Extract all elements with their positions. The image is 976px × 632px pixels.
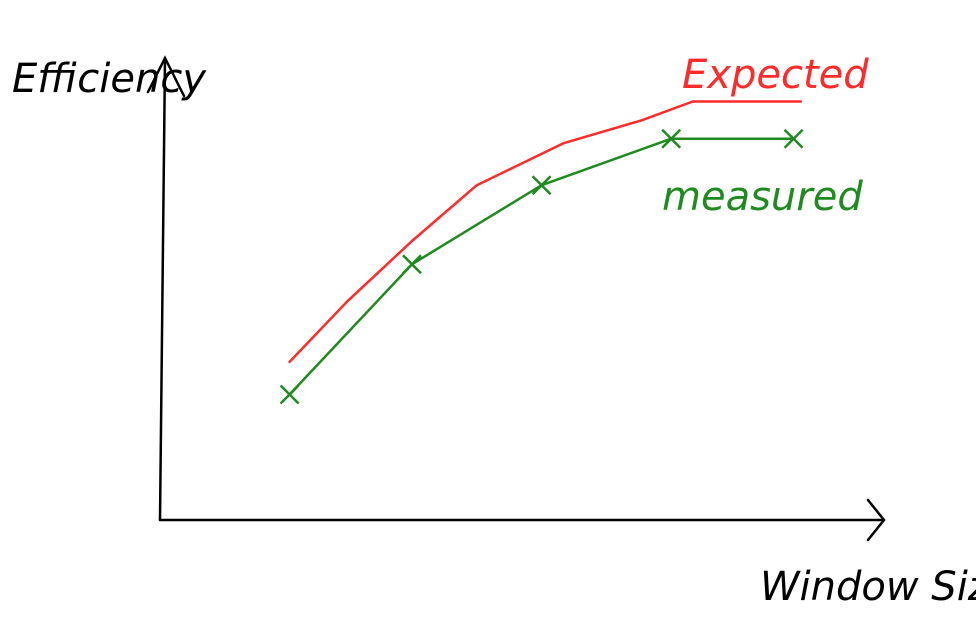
y-axis-label: Efficiency xyxy=(12,56,207,102)
x-axis-label: Window Size xyxy=(760,564,976,610)
y-axis-arrow xyxy=(146,55,186,98)
data-point xyxy=(402,254,422,275)
series-label: measured xyxy=(662,174,863,220)
y-axis xyxy=(158,56,167,522)
data-point xyxy=(279,384,300,405)
x-axis-arrow xyxy=(866,498,886,542)
data-point xyxy=(783,128,804,149)
axes xyxy=(146,55,886,542)
series-line xyxy=(288,100,803,364)
data-point xyxy=(661,128,682,149)
series-label: Expected xyxy=(682,52,869,98)
data-point xyxy=(531,175,552,196)
